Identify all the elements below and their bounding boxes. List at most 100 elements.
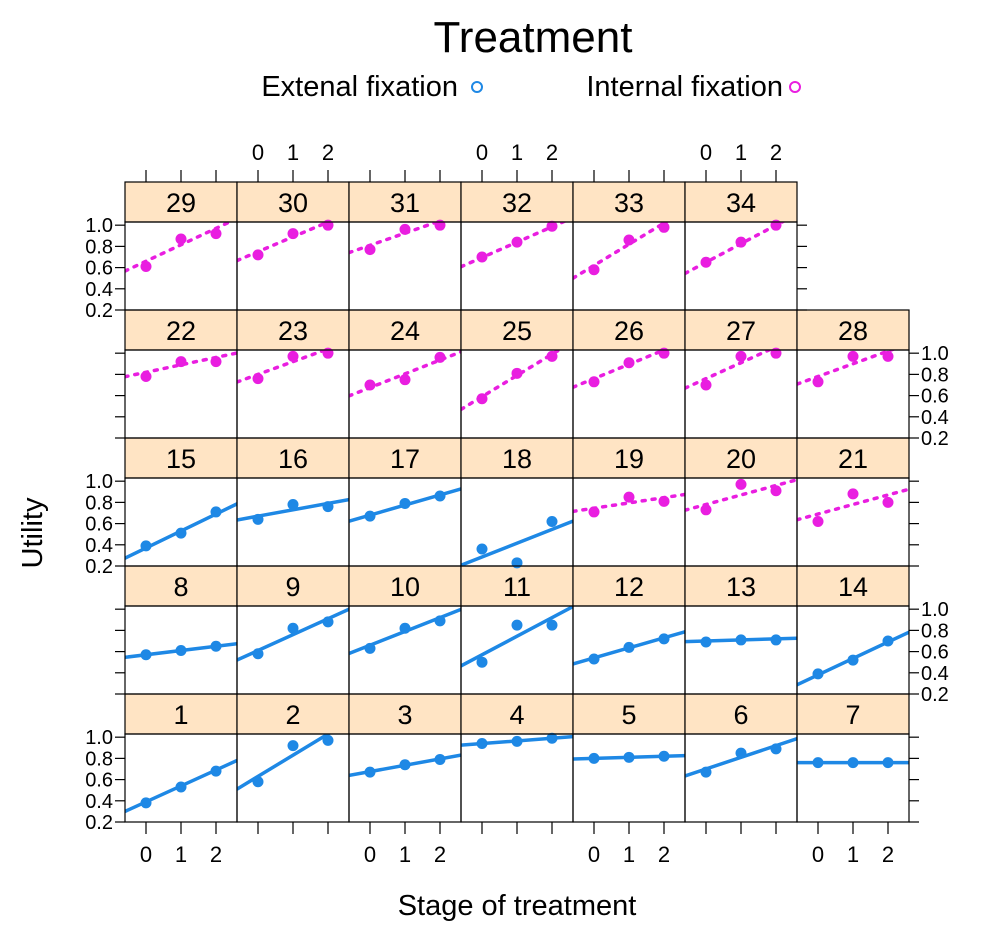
x-tick-label: 0: [700, 140, 712, 165]
strip-label: 1: [173, 700, 188, 730]
x-tick-label: 1: [847, 842, 859, 867]
panel-31: 31: [348, 181, 462, 311]
panel-2: 2: [236, 693, 350, 823]
panel-9: 9: [236, 565, 350, 695]
data-point: [735, 634, 747, 646]
data-point: [812, 757, 824, 769]
strip: [124, 309, 238, 351]
x-tick-label: 1: [735, 140, 747, 165]
strip: [796, 565, 910, 607]
data-point: [252, 776, 264, 788]
strip-label: 23: [278, 316, 308, 346]
data-point: [434, 351, 446, 363]
strip-label: 28: [838, 316, 868, 346]
data-point: [364, 766, 376, 778]
strip-label: 33: [614, 188, 644, 218]
data-point: [658, 495, 670, 507]
fit-line: [797, 487, 909, 522]
panel-frame: [124, 733, 238, 823]
strip: [460, 693, 574, 735]
data-point: [658, 221, 670, 233]
panel-30: 30: [236, 181, 350, 311]
y-tick-label: 0.8: [921, 620, 949, 642]
strip-label: 31: [390, 188, 420, 218]
y-tick-label: 1.0: [85, 471, 113, 493]
fit-line: [685, 350, 774, 390]
strip-label: 26: [614, 316, 644, 346]
data-point: [623, 751, 635, 763]
panel-22: 22: [124, 309, 238, 439]
data-point: [364, 379, 376, 391]
data-point: [287, 350, 299, 362]
strip: [348, 181, 462, 223]
y-tick-label: 0.8: [85, 748, 113, 770]
x-tick-label: 2: [658, 842, 670, 867]
x-tick-label: 2: [770, 140, 782, 165]
data-point: [658, 347, 670, 359]
strip-label: 21: [838, 444, 868, 474]
data-point: [700, 766, 712, 778]
panel-frame: [796, 605, 910, 695]
panel-frame: [460, 349, 574, 439]
panel-14: 14: [796, 565, 910, 695]
data-point: [623, 641, 635, 653]
y-tick-label: 0.6: [921, 642, 949, 664]
data-point: [210, 506, 222, 518]
x-tick-label: 0: [364, 842, 376, 867]
fit-line: [461, 519, 573, 566]
panel-24: 24: [348, 309, 462, 439]
data-point: [546, 350, 558, 362]
strip: [236, 693, 350, 735]
strip: [348, 693, 462, 735]
strip: [572, 693, 686, 735]
y-axis-label: Utility: [17, 497, 49, 568]
strip-label: 8: [173, 572, 188, 602]
data-point: [882, 496, 894, 508]
data-point: [175, 781, 187, 793]
data-point: [847, 757, 859, 769]
data-point: [476, 656, 488, 668]
data-point: [322, 219, 334, 231]
strip-label: 7: [845, 700, 860, 730]
data-point: [322, 347, 334, 359]
panel-frame: [572, 733, 686, 823]
strip-label: 24: [390, 316, 420, 346]
panel-3: 3: [348, 693, 462, 823]
data-point: [588, 264, 600, 276]
data-point: [588, 376, 600, 388]
x-tick-label: 0: [140, 842, 152, 867]
strip-label: 13: [726, 572, 756, 602]
panel-13: 13: [684, 565, 798, 695]
strip-label: 34: [726, 188, 756, 218]
data-point: [770, 219, 782, 231]
panel-15: 15: [124, 437, 238, 567]
y-tick-label: 0.4: [921, 407, 949, 429]
data-point: [399, 374, 411, 386]
data-point: [511, 367, 523, 379]
panel-8: 8: [124, 565, 238, 695]
strip-label: 19: [614, 444, 644, 474]
data-point: [700, 636, 712, 648]
panel-26: 26: [572, 309, 686, 439]
panel-frame: [796, 349, 910, 439]
data-point: [546, 220, 558, 232]
data-point: [175, 233, 187, 245]
panel-frame: [684, 221, 798, 311]
strip: [684, 565, 798, 607]
data-point: [658, 633, 670, 645]
data-point: [847, 654, 859, 666]
x-tick-label: 1: [623, 842, 635, 867]
data-point: [770, 743, 782, 755]
x-tick-label: 2: [882, 842, 894, 867]
data-point: [364, 642, 376, 654]
data-point: [511, 557, 523, 569]
data-point: [623, 357, 635, 369]
strip: [796, 437, 910, 479]
data-point: [882, 350, 894, 362]
data-point: [210, 640, 222, 652]
panel-21: 21: [796, 437, 910, 567]
strip-label: 6: [733, 700, 748, 730]
panel-10: 10: [348, 565, 462, 695]
data-point: [175, 356, 187, 368]
strip-label: 12: [614, 572, 644, 602]
